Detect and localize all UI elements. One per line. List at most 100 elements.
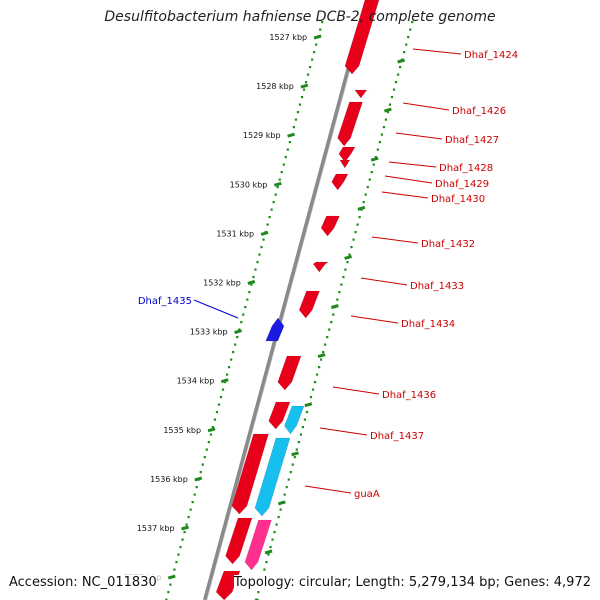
outer-track-dot [342,276,345,279]
accession-label: Accession: NC_011830 [9,575,157,590]
gene-feature[interactable] [254,437,291,517]
outer-track-dot [303,418,307,421]
gene-feature[interactable] [338,146,356,163]
outer-track-dot [257,591,260,594]
outer-track-dot [279,508,282,511]
outer-track-dot [368,178,371,181]
outer-track-dot [407,36,410,39]
outer-track-dot [354,231,357,234]
inner-track-dot [201,463,204,466]
outer-track-dot [320,358,323,361]
outer-track-dot [285,486,288,489]
label-leader-line [319,427,368,436]
inner-track-dot [319,28,322,31]
outer-track-dot [265,561,268,564]
outer-track-dot [403,51,406,54]
label-leader-line [304,485,352,494]
major-tick [383,107,392,113]
tick-label: 1535 kbp [163,426,201,435]
major-tick [300,83,309,89]
gene-feature[interactable] [277,355,302,391]
outer-track-dot [299,433,302,436]
topology-label: Topology: circular; Length: 5,279,134 bp… [233,575,591,590]
inner-track-dot [193,493,196,496]
major-tick [194,476,203,482]
outer-track-dot [338,291,341,294]
inner-track-dot [304,81,308,84]
outer-track-dot [356,223,359,226]
gene-label[interactable]: Dhaf_1437 [370,431,424,442]
gene-feature[interactable] [244,519,272,571]
gene-feature[interactable] [337,101,363,147]
inner-track-dot [268,216,271,219]
outer-track-dot [267,553,270,556]
inner-track-dot [203,456,206,459]
feature-layer [215,0,380,600]
major-tick [260,230,269,236]
inner-track-dot [286,148,289,151]
inner-track-dot [274,193,277,196]
gene-label[interactable]: Dhaf_1424 [464,50,518,61]
gene-label[interactable]: Dhaf_1435 [138,296,192,307]
label-leader-line [332,386,380,395]
outer-track-dot [293,456,296,459]
label-leader-line [384,175,433,184]
gene-feature[interactable] [354,89,369,99]
inner-track-dot [225,373,229,376]
major-tick [291,451,299,457]
gene-feature[interactable] [225,517,253,565]
gene-label[interactable]: Dhaf_1429 [435,179,489,190]
gene-label[interactable]: Dhaf_1433 [410,281,464,292]
gene-label[interactable]: guaA [354,489,380,500]
inner-track-dot [309,66,312,69]
major-tick [207,427,216,433]
inner-track-dot [288,141,291,144]
major-tick [264,549,273,555]
outer-track-dot [273,531,276,534]
outer-track-dot [295,448,298,451]
gene-feature[interactable] [284,405,305,435]
gene-feature[interactable] [344,0,380,75]
gene-label[interactable]: Dhaf_1430 [431,194,485,205]
gene-label[interactable]: Dhaf_1428 [439,163,493,174]
label-leader-line [402,102,450,111]
inner-track-dot [321,21,324,24]
gene-feature[interactable] [339,159,352,169]
outer-track-dot [366,186,369,189]
outer-track-dot [283,493,286,496]
gene-label[interactable]: Dhaf_1427 [445,135,499,146]
gene-feature[interactable] [265,317,285,342]
gene-feature[interactable] [331,173,349,191]
gene-label[interactable]: Dhaf_1432 [421,239,475,250]
inner-track-dot [219,396,223,399]
inner-track-dot [230,358,233,361]
inner-track-dot [292,126,296,129]
outer-track-dot [409,28,412,31]
outer-track-dot [405,43,408,46]
outer-track-dot [388,103,392,106]
outer-track-dot [362,201,365,204]
inner-track-dot [300,96,304,99]
inner-track-dot [258,253,261,256]
inner-track-dot [228,366,231,369]
gene-feature[interactable] [320,215,340,237]
label-leader-line [360,277,408,286]
outer-track-dot [297,441,300,444]
gene-label[interactable]: Dhaf_1436 [382,390,436,401]
gene-feature[interactable] [312,261,329,273]
outer-track-dot [358,216,361,219]
inner-track-dot [217,403,221,406]
tick-label: 1534 kbp [177,377,215,386]
gene-label[interactable]: Dhaf_1434 [401,319,455,330]
outer-track-dot [390,96,394,99]
inner-track-dot [246,298,249,301]
gene-feature[interactable] [298,290,320,319]
gene-label[interactable]: Dhaf_1426 [452,106,506,117]
inner-track-dot [272,201,275,204]
gene-feature[interactable] [231,433,269,515]
outer-track-dot [411,21,414,24]
inner-track-dot [266,223,269,226]
gene-feature[interactable] [268,401,291,430]
